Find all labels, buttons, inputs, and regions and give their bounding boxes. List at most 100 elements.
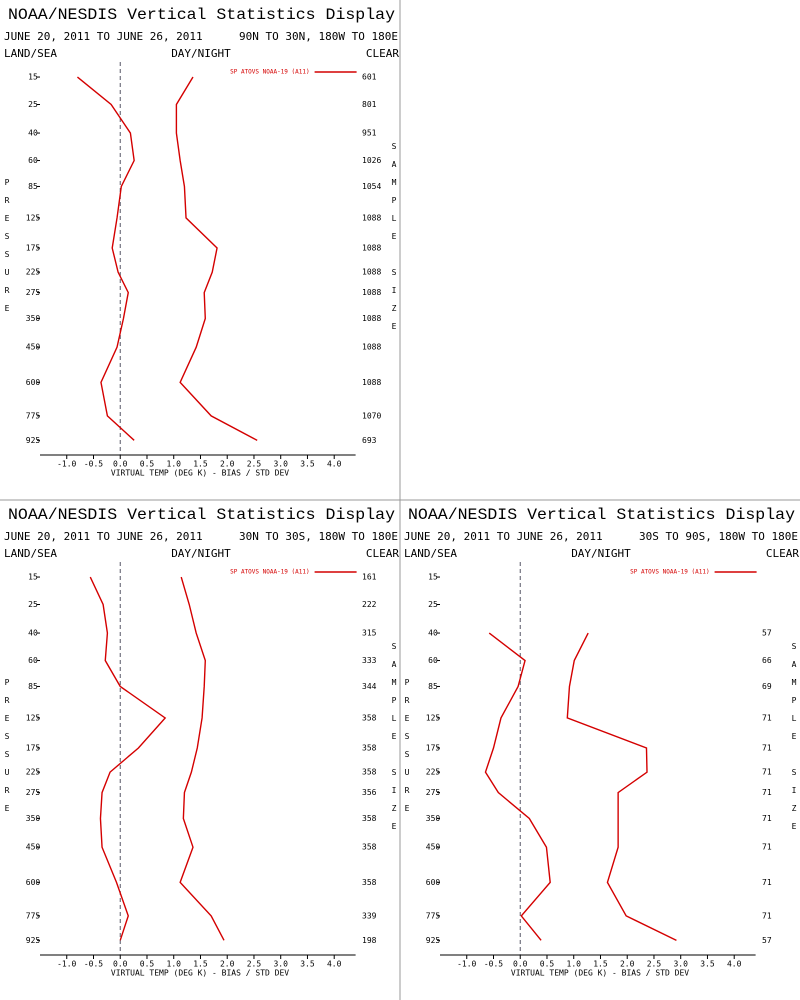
y-tick-label: 225 [26,268,41,277]
date-range: JUNE 20, 2011 TO JUNE 26, 2011 [4,530,203,543]
y-tick-label: 275 [26,788,41,797]
sample-size: 1088 [362,243,381,252]
day-night: DAY/NIGHT [171,547,231,560]
x-tick-label: 3.0 [273,460,288,469]
y-tick-label: 85 [28,682,38,691]
y-tick-label: 15 [28,73,38,82]
y-tick-label: 350 [26,314,41,323]
y2-axis-label: SAMPLE SIZE [390,142,399,340]
sample-size: 69 [762,682,772,691]
y-tick-label: 775 [26,411,41,420]
sample-size: 57 [762,629,772,638]
y-tick-label: 450 [426,843,441,852]
region: 90N TO 30N, 180W TO 180E [239,30,398,43]
sample-size: 358 [362,814,377,823]
y-tick-label: 450 [26,843,41,852]
sample-size: 601 [362,73,377,82]
sample-size: 1088 [362,314,381,323]
y-axis-label: PRESSURE [403,678,412,822]
sample-size: 344 [362,682,377,691]
y-tick-label: 125 [26,713,41,722]
sample-size: 57 [762,936,772,945]
x-tick-label: 1.5 [193,960,208,969]
x-tick-label: 0.0 [513,960,528,969]
y-tick-label: 275 [426,788,441,797]
sample-size: 1070 [362,411,381,420]
panel-title: NOAA/NESDIS Vertical Statistics Display [8,6,395,24]
y-tick-label: 350 [26,814,41,823]
legend-label: SP ATOVS NOAA-19 (A11) [630,569,709,576]
sky: CLEAR [366,47,399,60]
x-tick-label: -0.5 [84,960,103,969]
x-tick-label: 4.0 [727,960,742,969]
sample-size: 358 [362,743,377,752]
region: 30S TO 90S, 180W TO 180E [639,530,798,543]
legend-label: SP ATOVS NOAA-19 (A11) [230,569,309,576]
sample-size: 71 [762,878,772,887]
y-tick-label: 600 [26,878,41,887]
y2-axis-label: SAMPLE SIZE [390,642,399,840]
land-sea: LAND/SEA [4,47,57,60]
x-tick-label: 3.5 [300,960,315,969]
y-tick-label: 600 [26,378,41,387]
sky: CLEAR [766,547,799,560]
sample-size: 951 [362,129,377,138]
y-axis-label: PRESSURE [3,678,12,822]
x-tick-label: -0.5 [84,460,103,469]
bias-line [89,576,167,941]
y-tick-label: 275 [26,288,41,297]
y-tick-label: 85 [428,682,438,691]
sample-size: 1088 [362,213,381,222]
y-tick-label: 925 [26,936,41,945]
chart-panel: NOAA/NESDIS Vertical Statistics Display J… [403,506,800,977]
y-tick-label: 775 [426,911,441,920]
y-tick-label: 60 [28,156,38,165]
x-tick-label: 0.0 [113,460,128,469]
sample-size: 1088 [362,343,381,352]
y-tick-label: 125 [426,713,441,722]
x-tick-label: -1.0 [57,960,76,969]
x-tick-label: 2.5 [247,960,262,969]
y-tick-label: 925 [26,436,41,445]
y-tick-label: 175 [426,743,441,752]
sample-size: 71 [762,843,772,852]
land-sea: LAND/SEA [4,547,57,560]
sample-size: 1088 [362,288,381,297]
sample-size: 1088 [362,378,381,387]
sample-size: 71 [762,814,772,823]
region: 30N TO 30S, 180W TO 180E [239,530,398,543]
x-tick-label: 2.0 [220,460,235,469]
std-dev-line [566,632,677,941]
x-tick-label: -0.5 [484,960,503,969]
sample-size: 315 [362,629,377,638]
x-tick-label: 1.5 [193,460,208,469]
x-tick-label: 2.5 [647,960,662,969]
y-tick-label: 40 [28,629,38,638]
x-tick-label: 2.0 [620,960,635,969]
std-dev-line [179,576,225,941]
x-axis-label: VIRTUAL TEMP (DEG K) - BIAS / STD DEV [111,469,289,478]
x-tick-label: -1.0 [57,460,76,469]
y-tick-label: 175 [26,243,41,252]
sample-size: 358 [362,843,377,852]
sample-size: 71 [762,788,772,797]
x-tick-label: 4.0 [327,960,342,969]
y-tick-label: 450 [26,343,41,352]
panel-title: NOAA/NESDIS Vertical Statistics Display [408,506,795,524]
y-tick-label: 175 [26,743,41,752]
x-tick-label: -1.0 [457,960,476,969]
sample-size: 333 [362,656,377,665]
sample-size: 358 [362,713,377,722]
x-axis-label: VIRTUAL TEMP (DEG K) - BIAS / STD DEV [511,969,689,978]
y-tick-label: 775 [26,911,41,920]
y-tick-label: 15 [28,573,38,582]
day-night: DAY/NIGHT [571,547,631,560]
y-tick-label: 225 [26,768,41,777]
y-tick-label: 600 [426,878,441,887]
x-tick-label: 3.5 [300,460,315,469]
y-tick-label: 350 [426,814,441,823]
y-tick-label: 60 [428,656,438,665]
y-tick-label: 85 [28,182,38,191]
sample-size: 358 [362,878,377,887]
